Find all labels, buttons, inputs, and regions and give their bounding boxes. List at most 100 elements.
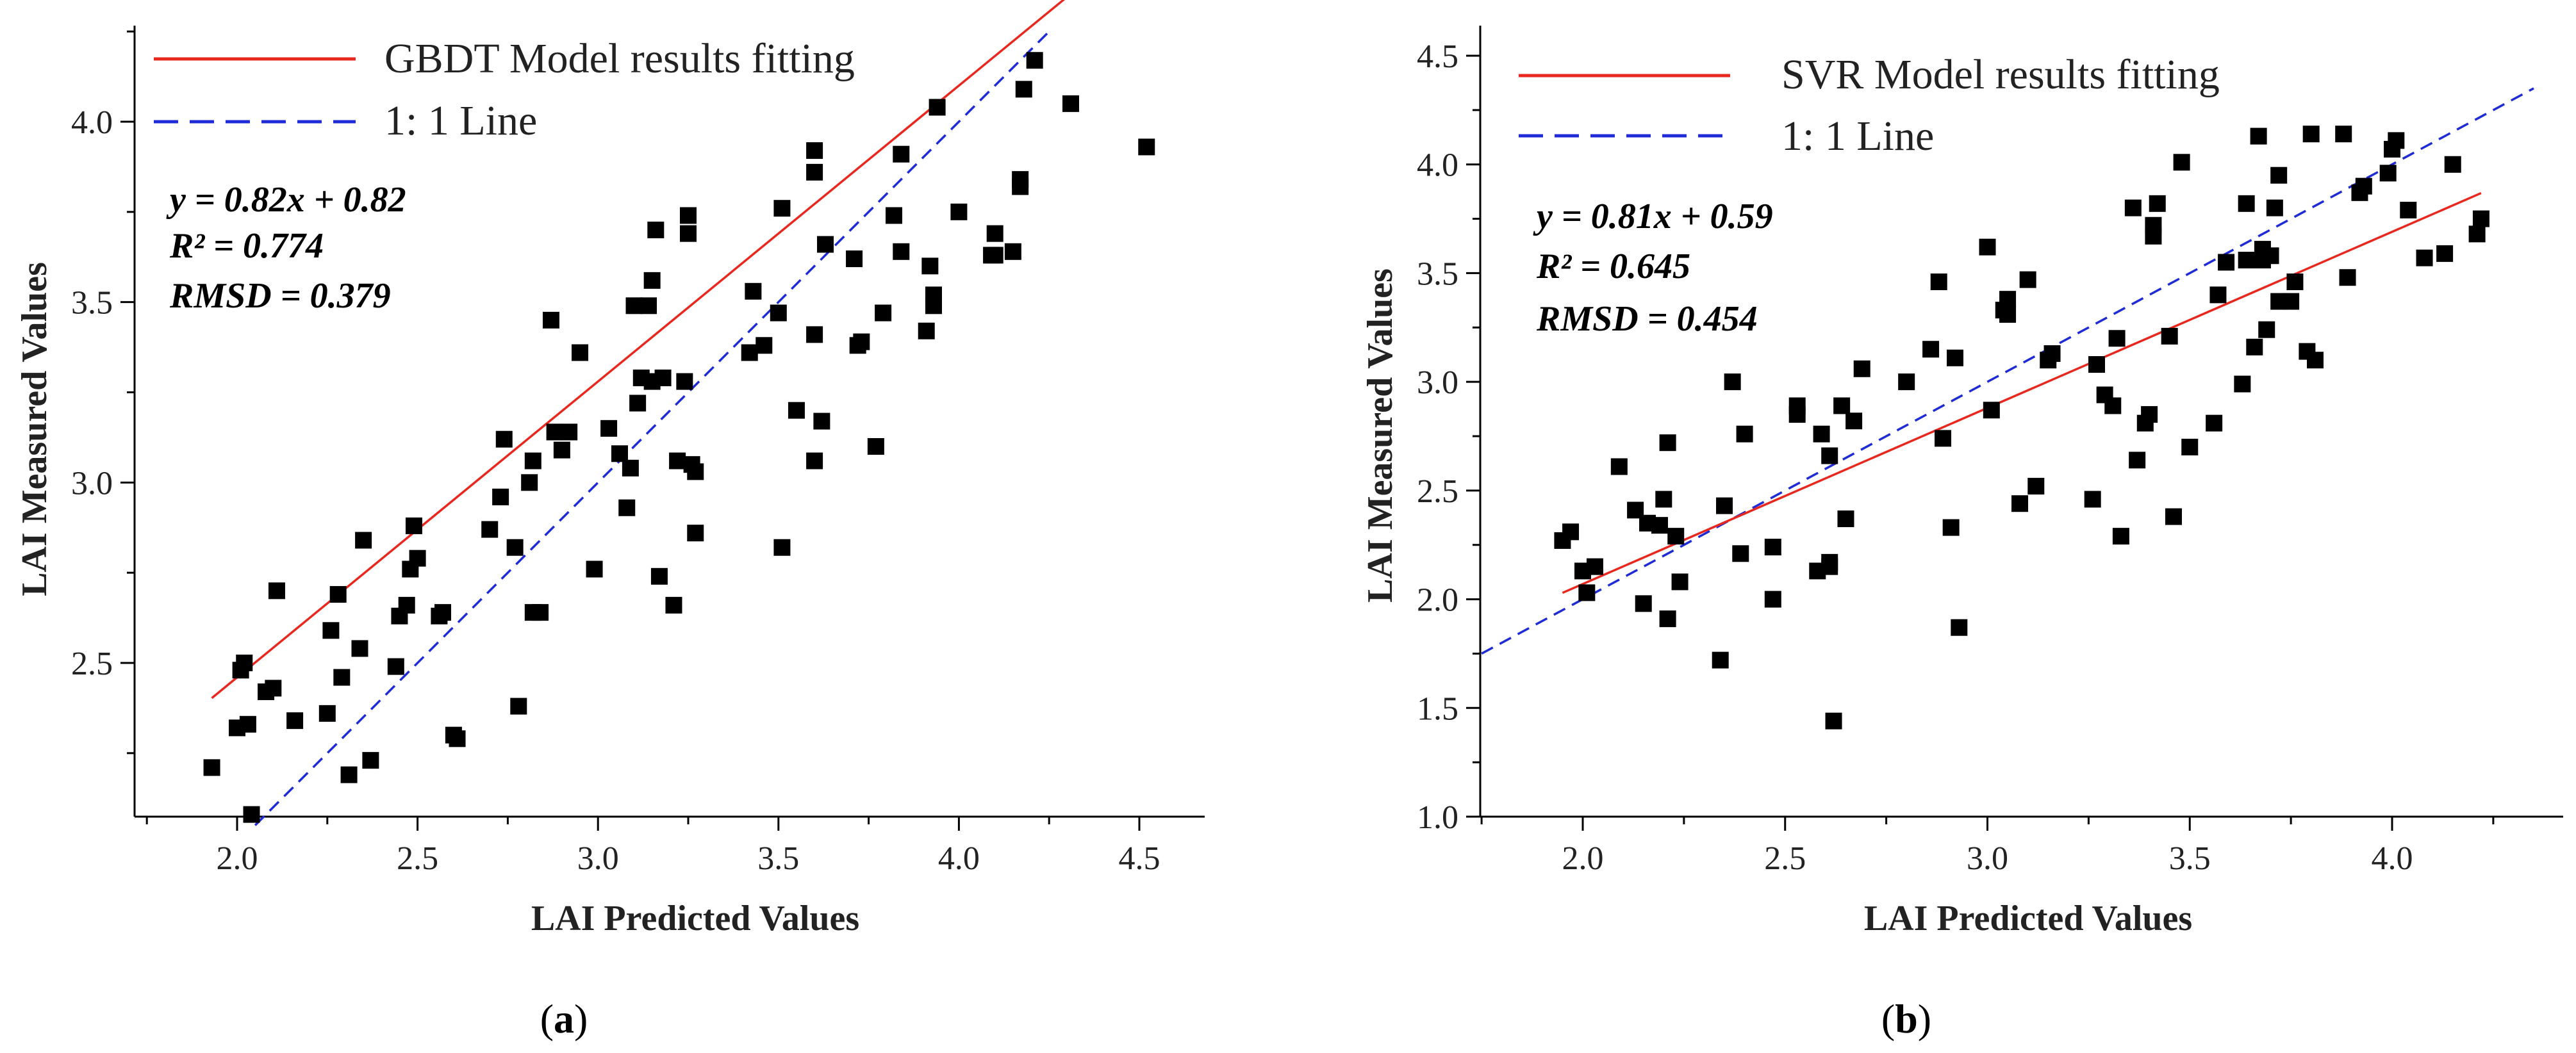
panel-b-data-point <box>1999 306 2017 323</box>
panel-a-data-point <box>918 322 935 339</box>
panel-b-data-point <box>2444 156 2461 173</box>
panel-b-data-point <box>1659 434 1676 452</box>
panel-b-axes <box>1479 26 2563 818</box>
panel-b-legend-fit-label: SVR Model results fitting <box>1781 51 2220 98</box>
panel-b-x-tick-label: 2.0 <box>1562 840 1604 877</box>
panel-a-data-point <box>1015 81 1032 98</box>
panel-a-data-point <box>875 304 892 322</box>
panel-a-data-point <box>625 297 643 314</box>
panel-a-data-point <box>629 395 647 412</box>
panel-a-y-tick-label: 3.0 <box>71 465 113 502</box>
panel-b-data-point <box>1922 341 1940 358</box>
panel-b-x-tick-label: 3.5 <box>2169 840 2211 877</box>
panel-a-legend: GBDT Model results fitting 1: 1 Line <box>154 35 855 144</box>
panel-a-data-point <box>773 200 791 217</box>
panel-a-points <box>203 52 1155 823</box>
panel-b-data-point <box>1635 595 1652 612</box>
panel-a-data-point <box>640 297 657 314</box>
panel-b-data-point <box>1655 491 1672 508</box>
panel-a-data-point <box>265 680 282 697</box>
panel-a-one-to-one-line <box>254 30 1050 826</box>
panel-b-data-point <box>1716 497 1733 514</box>
panel-b-rmsd: RMSD = 0.454 <box>1536 299 1758 339</box>
panel-a-data-point <box>572 344 589 361</box>
panel-a-data-point <box>329 585 347 603</box>
panel-b-data-point <box>1821 558 1838 575</box>
panel-a-data-point <box>886 207 903 224</box>
panel-a-data-point <box>853 333 870 350</box>
panel-b-data-point <box>1813 425 1830 443</box>
panel-a-data-point <box>387 658 404 675</box>
panel-a-data-point <box>741 344 758 361</box>
panel-a-data-point <box>893 145 910 163</box>
panel-b-data-point <box>2286 273 2304 291</box>
panel-b-data-point <box>2283 293 2300 310</box>
panel-a-data-point <box>647 222 665 238</box>
panel-b-data-point <box>2266 199 2283 216</box>
panel-b-one-to-one-line <box>1481 87 2534 655</box>
panel-a-data-point <box>449 730 466 747</box>
panel-b-data-point <box>1562 523 1580 541</box>
panel-b-y-tick-label: 1.5 <box>1417 690 1458 727</box>
panel-a-data-point <box>755 337 773 354</box>
panel-b-data-point <box>2302 126 2320 143</box>
panel-a-stats: y = 0.82x + 0.82 R² = 0.774 RMSD = 0.379 <box>166 180 406 316</box>
panel-a-label-letter: a <box>554 996 574 1041</box>
panel-a-y-tick-label: 4.0 <box>71 104 113 141</box>
panel-b-y-tick-label: 3.0 <box>1417 364 1458 401</box>
panel-b-data-point <box>2472 210 2489 227</box>
panel-a-data-point <box>846 250 863 268</box>
panel-a-data-point <box>669 452 686 469</box>
panel-a-data-point <box>333 669 351 686</box>
panel-b-lines <box>1481 87 2534 655</box>
panel-b-data-point <box>2238 195 2255 212</box>
panel-b-data-point <box>2027 478 2045 495</box>
panel-a-data-point <box>553 441 570 459</box>
panel-a-data-point <box>239 715 256 733</box>
panel-b-data-point <box>1946 349 1963 366</box>
panel-a-data-point <box>521 474 538 491</box>
panel-b-data-point <box>2250 127 2267 145</box>
panel-b-data-point <box>2104 397 2122 414</box>
panel-a-data-point <box>600 420 618 437</box>
panel-a-data-point <box>618 499 636 516</box>
panel-a-data-point <box>492 488 509 505</box>
panel-b-data-point <box>1788 406 1806 423</box>
panel-b-legend-one-to-one-label: 1: 1 Line <box>1781 113 1934 159</box>
panel-a-data-point <box>203 759 220 776</box>
panel-a-ticks: 2.0 2.5 3.0 3.5 4.0 4.5 2.5 3.0 3.5 4.0 <box>71 30 1160 877</box>
panel-a-y-tick-label: 3.5 <box>71 285 113 322</box>
panel-b-y-tick-label: 4.5 <box>1417 38 1458 75</box>
panel-b-fit-line <box>1562 192 2482 594</box>
panel-a-data-point <box>687 463 704 480</box>
panel-a-data-point <box>665 596 682 614</box>
panel-a-data-point <box>586 560 603 578</box>
panel-b-data-point <box>2307 352 2324 369</box>
panel-a-rmsd: RMSD = 0.379 <box>169 276 391 316</box>
panel-a-data-point <box>340 766 358 783</box>
panel-b-data-point <box>2379 165 2397 182</box>
panel-b-data-point <box>2165 508 2182 525</box>
panel-b-data-point <box>1930 273 1947 291</box>
panel-a-data-point <box>921 257 939 275</box>
panel-a-data-point <box>506 539 524 556</box>
panel-a-data-point <box>950 203 968 220</box>
panel-b-data-point <box>2270 167 2288 184</box>
panel-a-data-point <box>817 236 834 253</box>
panel-b-data-point <box>1833 397 1851 414</box>
panel-a-x-tick-label: 3.0 <box>577 840 619 877</box>
panel-a-legend-one-to-one-label: 1: 1 Line <box>384 97 537 144</box>
panel-b-data-point <box>1821 447 1838 464</box>
panel-a-label: (a) <box>540 996 588 1041</box>
panel-b-data-point <box>2084 491 2101 508</box>
panel-a-data-point <box>611 445 628 462</box>
panel-b-points <box>1554 126 2489 730</box>
panel-b-data-point <box>2262 247 2279 265</box>
panel-b-data-point <box>1825 712 1842 730</box>
panel-a-data-point <box>788 402 805 419</box>
panel-b-data-point <box>1736 425 1753 443</box>
panel-a-legend-fit-label: GBDT Model results fitting <box>384 35 855 82</box>
panel-b-data-point <box>1837 510 1854 527</box>
panel-a-data-point <box>409 550 426 567</box>
